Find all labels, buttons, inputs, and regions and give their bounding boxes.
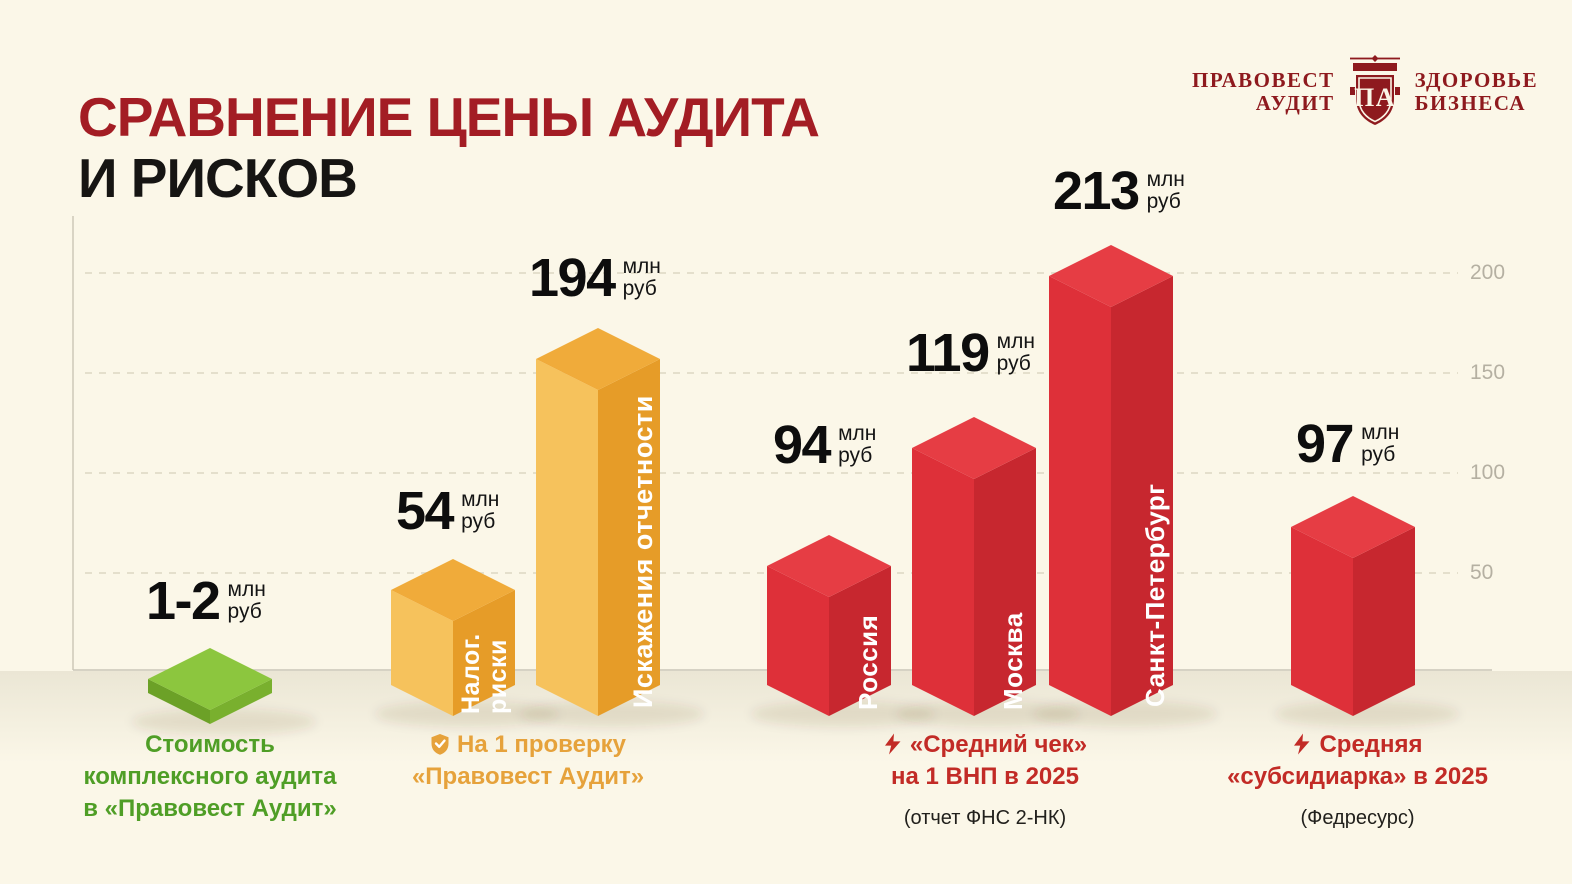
- bar-face-label-report-distortions: Искажения отчетности: [628, 395, 658, 708]
- caption-subsidiary: Средняя «субсидиарка» в 2025 (Федресурс): [1190, 729, 1525, 830]
- brand-emblem-monogram: ПА: [1354, 83, 1396, 112]
- value-label-tax-risks: 54 млн руб: [396, 481, 500, 541]
- caption-pravovest-check: На 1 проверку «Правовест Аудит»: [411, 731, 645, 790]
- shield-check-icon: [431, 734, 449, 755]
- value-label-moscow: 119 млн руб: [906, 323, 1035, 383]
- brand-tagline-line2: БИЗНЕСА: [1414, 91, 1527, 115]
- brand-tagline-line1: ЗДОРОВЬЕ: [1414, 68, 1539, 92]
- lightning-icon: [1294, 733, 1310, 755]
- value-label-spb: 213 млн руб: [1053, 161, 1185, 221]
- y-tick-label-150: 150: [1470, 361, 1506, 384]
- page-title-line1: СРАВНЕНИЕ ЦЕНЫ АУДИТА: [78, 85, 820, 148]
- brand-tagline: ЗДОРОВЬЕ БИЗНЕСА: [1415, 69, 1539, 115]
- caption-average-check: «Средний чек» на 1 ВНП в 2025 (отчет ФНС…: [820, 729, 1150, 830]
- bar-face-label-russia: Россия: [853, 614, 883, 710]
- brand-name-line1: ПРАВОВЕСТ: [1192, 68, 1335, 92]
- brand-name-line2: АУДИТ: [1255, 91, 1335, 115]
- brand-emblem-icon: ПА: [1349, 55, 1400, 125]
- caption-source-fns: (отчет ФНС 2-НК): [903, 807, 1067, 829]
- caption-audit-cost: Стоимость комплексного аудита в «Правове…: [83, 731, 337, 822]
- y-tick-label-100: 100: [1470, 461, 1506, 484]
- value-label-russia: 94 млн руб: [773, 415, 877, 475]
- page-title: СРАВНЕНИЕ ЦЕНЫ АУДИТА И РИСКОВ: [78, 85, 820, 209]
- page-title-line2: И РИСКОВ: [78, 146, 358, 209]
- bar-face-label-moscow: Москва: [998, 612, 1028, 710]
- bar-face-label-spb: Санкт-Петербург: [1140, 483, 1170, 707]
- caption-source-fedresurs: (Федресурс): [1300, 807, 1415, 829]
- brand-logo: ПРАВОВЕСТ АУДИТ ПА ЗДОРОВЬЕ БИЗНЕСА: [1192, 50, 1538, 128]
- value-label-audit-cost: 1-2 млн руб: [146, 571, 266, 631]
- bar-face-label-tax-risks: Налог. риски: [457, 633, 512, 714]
- value-label-report-distortions: 194 млн руб: [529, 248, 661, 308]
- lightning-icon: [884, 733, 901, 755]
- y-tick-label-50: 50: [1470, 561, 1494, 584]
- value-label-subsidiary: 97 млн руб: [1296, 414, 1400, 474]
- y-tick-label-200: 200: [1470, 261, 1506, 284]
- brand-name: ПРАВОВЕСТ АУДИТ: [1192, 69, 1335, 115]
